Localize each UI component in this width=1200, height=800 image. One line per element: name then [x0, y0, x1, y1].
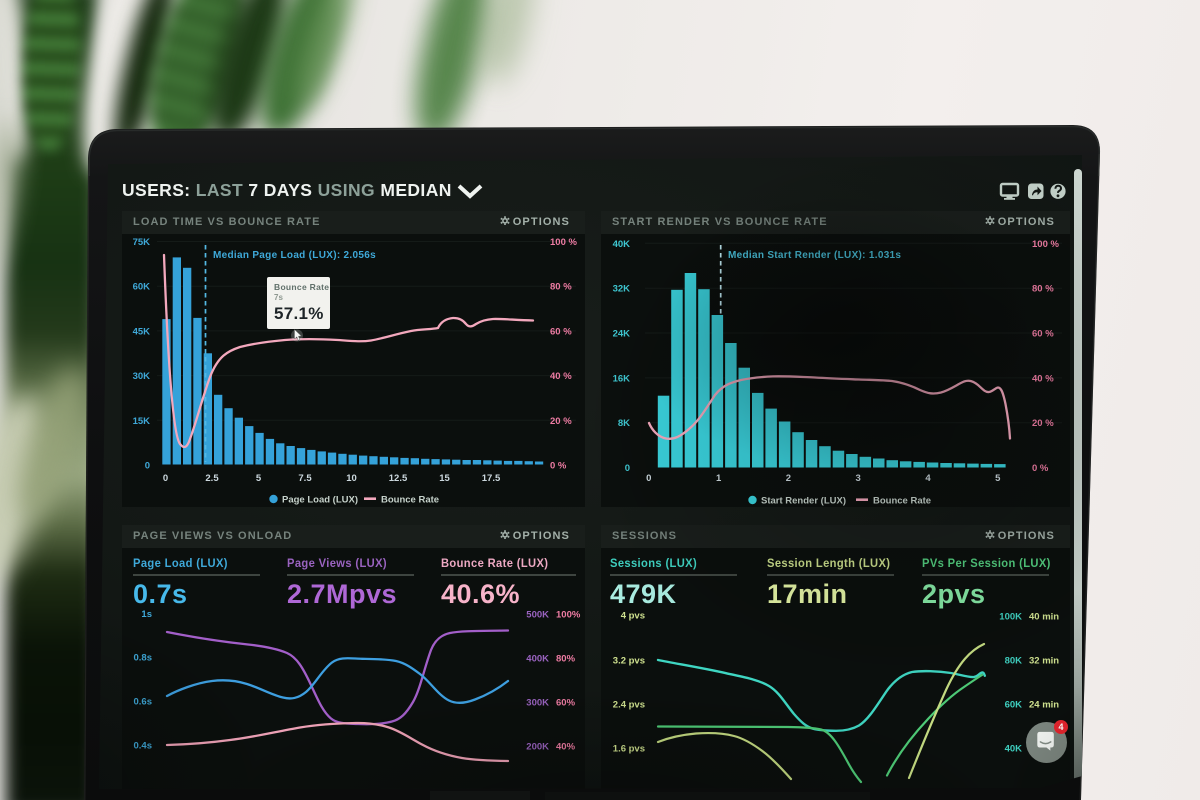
svg-text:2.4 pvs: 2.4 pvs: [613, 700, 645, 711]
svg-text:40K: 40K: [613, 239, 631, 250]
svg-text:10: 10: [346, 473, 357, 484]
svg-text:40%: 40%: [556, 742, 576, 753]
svg-text:60 %: 60 %: [1032, 329, 1054, 340]
svg-text:Start Render (LUX): Start Render (LUX): [761, 496, 846, 507]
svg-text:0.6s: 0.6s: [134, 697, 153, 708]
svg-text:1.6 pvs: 1.6 pvs: [613, 744, 645, 755]
svg-text:75K: 75K: [133, 237, 151, 248]
svg-text:100%: 100%: [556, 610, 581, 621]
svg-text:5: 5: [256, 473, 262, 484]
svg-text:40 min: 40 min: [1029, 612, 1059, 623]
svg-text:60 %: 60 %: [550, 326, 572, 337]
svg-text:16K: 16K: [613, 373, 631, 384]
svg-text:500K: 500K: [526, 610, 549, 621]
svg-text:1: 1: [716, 473, 722, 484]
svg-text:15K: 15K: [133, 416, 151, 427]
svg-text:100K: 100K: [999, 612, 1022, 623]
svg-text:0 %: 0 %: [1032, 463, 1049, 474]
svg-text:Bounce Rate: Bounce Rate: [381, 495, 439, 506]
svg-text:0.8s: 0.8s: [134, 653, 153, 664]
svg-text:80K: 80K: [1005, 656, 1023, 667]
svg-text:200K: 200K: [526, 742, 549, 753]
svg-text:80%: 80%: [556, 654, 576, 665]
svg-text:3.2 pvs: 3.2 pvs: [613, 656, 645, 667]
svg-text:Median Start Render (LUX): 1.0: Median Start Render (LUX): 1.031s: [728, 250, 901, 261]
svg-text:3: 3: [856, 473, 861, 484]
svg-text:4: 4: [925, 473, 931, 484]
svg-text:0: 0: [145, 461, 150, 472]
svg-text:60K: 60K: [1005, 700, 1023, 711]
svg-text:20 %: 20 %: [550, 416, 572, 427]
svg-text:100 %: 100 %: [1032, 239, 1059, 250]
svg-text:40K: 40K: [1005, 744, 1023, 755]
svg-text:60K: 60K: [133, 282, 151, 293]
svg-text:20 %: 20 %: [1032, 418, 1054, 429]
svg-text:2: 2: [786, 473, 791, 484]
svg-text:0.4s: 0.4s: [134, 741, 153, 752]
svg-text:0: 0: [163, 473, 168, 484]
svg-text:32K: 32K: [613, 284, 631, 295]
svg-text:45K: 45K: [133, 326, 151, 337]
svg-text:100 %: 100 %: [550, 237, 577, 248]
svg-text:1s: 1s: [141, 609, 152, 620]
svg-text:Bounce Rate: Bounce Rate: [873, 496, 931, 507]
svg-text:40 %: 40 %: [550, 371, 572, 382]
svg-text:80 %: 80 %: [1032, 284, 1054, 295]
svg-text:80 %: 80 %: [550, 282, 572, 293]
svg-text:300K: 300K: [526, 698, 549, 709]
svg-text:17.5: 17.5: [482, 473, 501, 484]
svg-text:Page Load (LUX): Page Load (LUX): [282, 495, 358, 506]
svg-text:2.5: 2.5: [205, 473, 219, 484]
svg-text:Median Page Load (LUX): 2.056s: Median Page Load (LUX): 2.056s: [213, 250, 376, 261]
svg-text:40 %: 40 %: [1032, 373, 1054, 384]
svg-text:4 pvs: 4 pvs: [621, 611, 645, 622]
svg-text:15: 15: [439, 473, 450, 484]
svg-text:7.5: 7.5: [298, 473, 312, 484]
svg-text:12.5: 12.5: [389, 473, 408, 484]
svg-text:24 min: 24 min: [1029, 700, 1059, 711]
svg-text:32 min: 32 min: [1029, 656, 1059, 667]
svg-text:0: 0: [625, 463, 630, 474]
svg-text:24K: 24K: [613, 329, 631, 340]
svg-text:0 %: 0 %: [550, 461, 567, 472]
svg-text:400K: 400K: [526, 654, 549, 665]
svg-text:8K: 8K: [618, 418, 630, 429]
svg-text:30K: 30K: [133, 371, 151, 382]
svg-text:0: 0: [646, 473, 651, 484]
svg-text:60%: 60%: [556, 698, 576, 709]
svg-text:5: 5: [995, 473, 1001, 484]
